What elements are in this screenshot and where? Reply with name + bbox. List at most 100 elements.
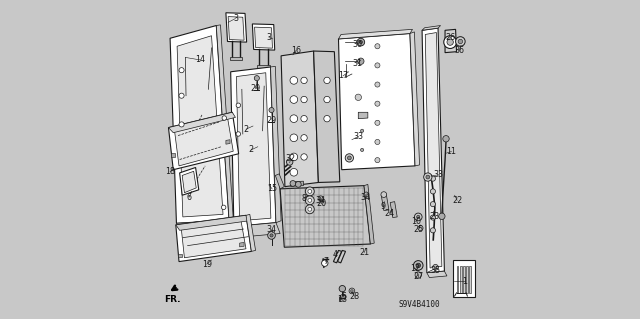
Circle shape [447,39,453,45]
Circle shape [301,154,307,160]
Text: 29: 29 [250,84,260,93]
Polygon shape [337,250,346,263]
Circle shape [364,192,369,197]
Polygon shape [168,112,239,170]
Circle shape [290,168,298,176]
Polygon shape [422,26,440,30]
Polygon shape [176,215,249,230]
Circle shape [430,215,435,220]
Polygon shape [182,171,196,193]
Circle shape [375,44,380,49]
Polygon shape [456,266,458,293]
Circle shape [305,196,314,205]
Polygon shape [180,167,199,195]
Circle shape [381,192,387,197]
Text: 33: 33 [433,170,443,179]
Polygon shape [171,153,175,157]
Polygon shape [246,125,259,129]
Polygon shape [252,24,275,50]
Circle shape [375,120,380,125]
Text: 10: 10 [411,217,420,226]
Circle shape [324,115,330,122]
Circle shape [222,116,227,120]
Text: 29: 29 [266,116,276,125]
Circle shape [430,189,435,194]
Circle shape [424,173,432,181]
Circle shape [236,103,241,108]
Circle shape [444,36,456,48]
Circle shape [340,294,346,300]
Circle shape [358,58,364,64]
Text: 19: 19 [202,260,212,269]
Circle shape [290,77,298,84]
Text: 31: 31 [353,59,363,68]
Polygon shape [275,174,284,189]
Text: 33: 33 [353,132,364,141]
Circle shape [339,286,346,292]
Circle shape [308,198,312,202]
Circle shape [349,288,355,294]
Circle shape [236,132,241,136]
Circle shape [287,159,293,165]
Circle shape [348,156,351,160]
Text: 34: 34 [315,196,325,205]
Text: 8: 8 [301,194,307,203]
Circle shape [375,101,380,106]
Text: 7: 7 [323,257,328,266]
Text: 27: 27 [413,272,424,281]
Circle shape [415,213,422,221]
Circle shape [301,77,307,84]
Text: 3: 3 [266,33,271,42]
Circle shape [375,139,380,145]
Text: 20: 20 [317,199,326,208]
Text: 23: 23 [429,212,439,221]
Circle shape [359,41,362,44]
Circle shape [290,153,298,161]
Text: 21: 21 [359,248,369,257]
Circle shape [458,39,463,44]
Polygon shape [364,184,374,244]
Circle shape [360,148,364,152]
Text: 18: 18 [165,167,175,176]
Text: 25: 25 [414,225,424,234]
Polygon shape [236,73,271,221]
Text: 34: 34 [266,225,276,234]
Circle shape [268,232,275,239]
Text: 34: 34 [360,193,371,202]
Text: 35: 35 [431,266,440,275]
Circle shape [269,108,274,113]
Text: 15: 15 [267,184,277,193]
Polygon shape [463,266,465,293]
Circle shape [345,154,353,162]
Circle shape [351,290,353,292]
Text: 2: 2 [248,145,253,154]
Circle shape [438,213,445,219]
Polygon shape [176,215,252,262]
Polygon shape [445,29,456,53]
Circle shape [324,96,330,103]
Circle shape [324,77,330,84]
Polygon shape [178,254,182,257]
Circle shape [179,93,184,98]
Circle shape [443,136,449,142]
Circle shape [413,261,423,270]
Circle shape [321,260,328,266]
Polygon shape [251,145,264,149]
Polygon shape [255,27,273,48]
Polygon shape [230,67,276,226]
Circle shape [308,189,312,193]
Circle shape [305,205,314,214]
Polygon shape [466,266,468,293]
Polygon shape [381,195,389,211]
Circle shape [221,205,226,210]
Circle shape [375,63,380,68]
Text: S9V4B4100: S9V4B4100 [398,300,440,309]
Polygon shape [177,36,223,217]
Polygon shape [427,271,447,278]
Text: 9: 9 [381,202,386,211]
Circle shape [270,234,273,237]
Circle shape [290,96,298,103]
Polygon shape [281,51,319,187]
Polygon shape [390,202,397,218]
Polygon shape [291,181,303,186]
